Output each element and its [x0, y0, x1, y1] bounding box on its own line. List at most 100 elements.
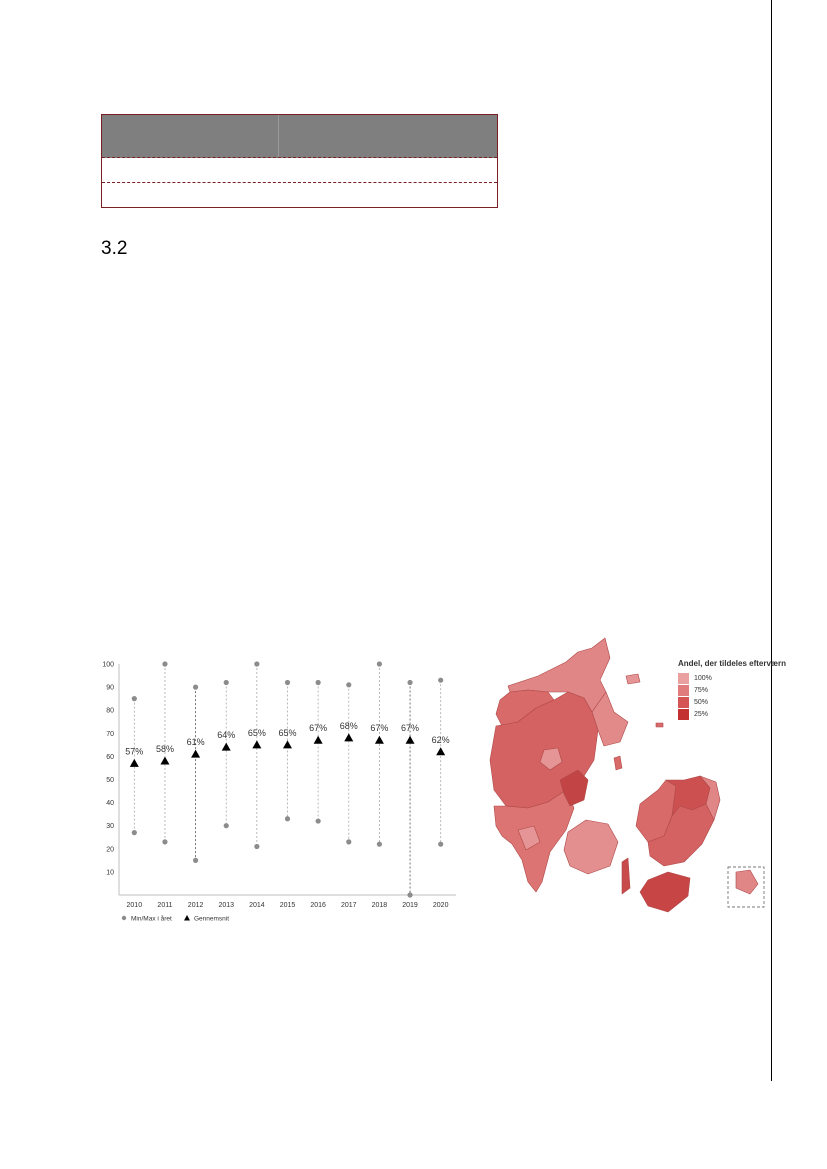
max-point — [315, 679, 321, 686]
average-point — [344, 733, 354, 742]
data-table — [101, 114, 498, 208]
y-tick-label: 40 — [106, 800, 114, 807]
min-point — [438, 841, 444, 847]
map-region-lolland — [639, 871, 691, 913]
chart-canvas: 10 20 30 40 50 60 70 80 90 100 57% 2010 58% 2011 61% 20… — [102, 661, 456, 923]
page-margin-rule — [771, 0, 772, 1081]
average-data-label: 58% — [156, 744, 174, 754]
x-tick-label: 2019 — [402, 902, 418, 909]
table-row-separator — [102, 182, 497, 183]
x-tick-label: 2016 — [310, 902, 326, 909]
max-point — [223, 679, 229, 686]
map-region-east-jutland-dark — [559, 769, 589, 807]
average-point — [252, 740, 262, 749]
min-point — [223, 823, 229, 829]
map-legend-swatch-50 — [678, 697, 689, 708]
average-point — [436, 747, 446, 756]
map-region-djursland — [591, 691, 629, 747]
average-point — [191, 749, 201, 758]
average-point — [221, 742, 231, 751]
map-region-bornholm — [735, 869, 759, 895]
map-region-samso — [613, 755, 623, 771]
y-tick-label: 60 — [106, 754, 114, 761]
x-tick-label: 2010 — [127, 902, 143, 909]
max-point — [192, 684, 199, 690]
legend-minmax-marker — [121, 915, 127, 921]
max-point — [254, 661, 260, 667]
map-legend-item: 100% — [678, 673, 712, 684]
map-region-light-patch-1 — [539, 747, 563, 771]
legend-minmax-label: Min/Max i året — [131, 915, 172, 923]
map-region-laeso — [625, 673, 641, 685]
map-canvas — [489, 637, 765, 913]
max-point — [376, 661, 383, 667]
average-data-label: 57% — [125, 746, 143, 756]
average-data-label: 68% — [340, 721, 358, 731]
y-tick-label: 100 — [102, 662, 114, 669]
max-point — [438, 677, 444, 683]
bornholm-inset-frame — [727, 866, 765, 908]
average-point — [313, 735, 323, 744]
map-legend-item: 75% — [678, 685, 708, 696]
min-point — [315, 818, 321, 824]
map-region-copenhagen-area — [699, 775, 721, 821]
min-point — [407, 892, 413, 898]
map-legend-label: 50% — [694, 699, 709, 706]
map-legend-label: 100% — [694, 675, 712, 682]
max-point — [131, 696, 137, 702]
map-legend-item: 25% — [678, 709, 708, 720]
min-point — [162, 839, 168, 845]
y-tick-label: 90 — [106, 685, 114, 692]
max-point — [346, 682, 352, 688]
average-data-label: 67% — [309, 723, 327, 733]
min-point — [192, 857, 199, 863]
x-tick-label: 2014 — [249, 902, 265, 909]
x-tick-label: 2020 — [433, 902, 449, 909]
legend-average-label: Gennemsnit — [194, 916, 229, 923]
min-max-average-chart: 10 20 30 40 50 60 70 80 90 100 57% 2010 58% 2011 61% 20… — [96, 655, 456, 930]
denmark-choropleth-map: Andel, der tildeles efterværn 100% 75% 5… — [488, 630, 786, 920]
y-tick-label: 20 — [106, 846, 114, 853]
min-point — [254, 843, 260, 850]
x-tick-label: 2013 — [218, 902, 234, 909]
y-tick-label: 70 — [106, 731, 114, 738]
x-tick-label: 2017 — [341, 902, 357, 909]
average-point — [129, 758, 139, 767]
x-tick-label: 2011 — [157, 902, 172, 909]
min-point — [284, 816, 291, 822]
map-region-langeland — [621, 857, 631, 895]
average-data-label: 65% — [248, 728, 266, 738]
average-point — [283, 740, 292, 749]
average-point — [405, 735, 415, 744]
legend-average-marker — [184, 915, 190, 921]
average-point — [160, 756, 170, 765]
max-point — [162, 661, 168, 667]
y-tick-label: 30 — [106, 823, 114, 830]
average-data-label: 62% — [432, 735, 450, 745]
average-data-label: 65% — [278, 728, 296, 738]
section-number: 3.2 — [101, 238, 128, 259]
x-tick-label: 2015 — [280, 902, 296, 909]
map-region-anholt — [655, 722, 664, 728]
map-legend-label: 25% — [694, 711, 709, 718]
min-point — [131, 830, 137, 836]
map-legend-swatch-100 — [678, 673, 689, 684]
max-point — [284, 679, 291, 686]
map-region-light-patch-2 — [517, 825, 541, 851]
min-point — [376, 841, 383, 847]
table-header-row — [102, 115, 497, 158]
map-legend-swatch-75 — [678, 685, 689, 696]
y-tick-label: 10 — [106, 869, 114, 876]
y-tick-label: 80 — [106, 708, 114, 715]
x-tick-label: 2012 — [188, 902, 204, 909]
map-legend-title: Andel, der tildeles efterværn — [678, 659, 787, 668]
map-legend-item: 50% — [678, 697, 708, 708]
map-legend-swatch-25 — [678, 709, 689, 720]
average-data-label: 67% — [370, 723, 388, 733]
table-header-divider — [278, 115, 279, 158]
average-data-label: 67% — [401, 723, 419, 733]
average-data-label: 64% — [217, 730, 235, 740]
average-data-label: 61% — [187, 737, 205, 747]
min-point — [346, 839, 352, 845]
average-point — [374, 735, 384, 744]
